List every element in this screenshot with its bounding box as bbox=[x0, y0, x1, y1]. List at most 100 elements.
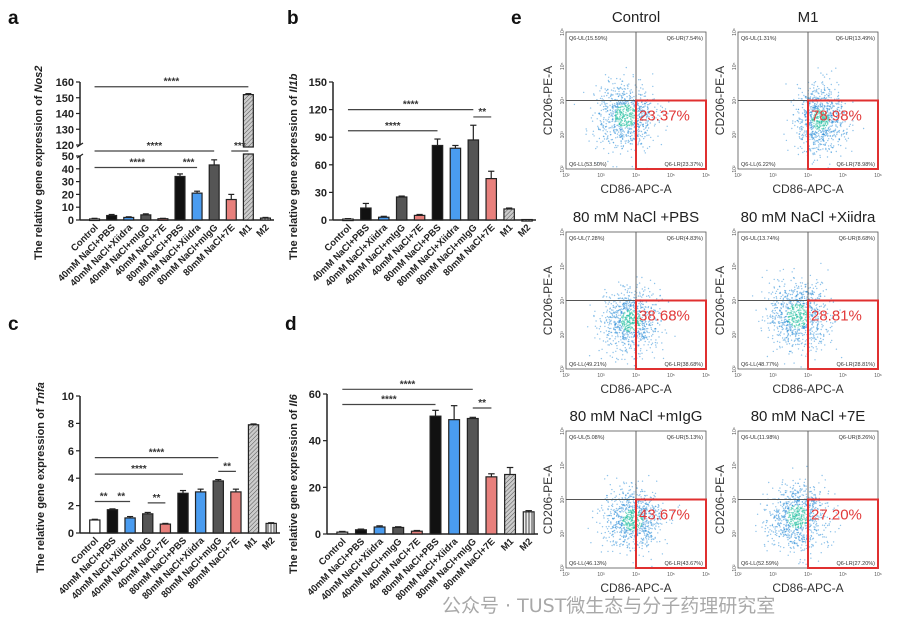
event-dot bbox=[780, 321, 782, 324]
event-dot bbox=[658, 336, 660, 338]
event-dot bbox=[633, 95, 635, 98]
bar bbox=[392, 526, 405, 535]
event-dot bbox=[640, 107, 642, 109]
event-dot bbox=[627, 329, 630, 331]
event-dot bbox=[622, 115, 624, 117]
event-dot bbox=[656, 298, 658, 300]
event-dot bbox=[788, 312, 791, 314]
event-dot bbox=[840, 116, 842, 118]
event-dot bbox=[618, 90, 620, 93]
event-dot bbox=[650, 328, 653, 331]
event-dot bbox=[801, 316, 803, 318]
event-dot bbox=[779, 347, 781, 349]
event-dot bbox=[822, 303, 825, 305]
event-dot bbox=[787, 308, 790, 310]
event-dot bbox=[832, 146, 834, 149]
event-dot bbox=[613, 294, 616, 297]
event-dot bbox=[802, 349, 804, 351]
event-dot bbox=[779, 309, 781, 312]
event-dot bbox=[608, 127, 610, 129]
event-dot bbox=[644, 95, 647, 97]
event-dot bbox=[619, 78, 621, 80]
event-dot bbox=[625, 111, 627, 114]
event-dot bbox=[606, 131, 608, 133]
event-dot bbox=[620, 106, 622, 109]
event-dot bbox=[636, 530, 639, 532]
event-dot bbox=[804, 542, 807, 544]
event-dot bbox=[627, 288, 629, 290]
event-dot bbox=[773, 341, 775, 344]
event-dot bbox=[789, 321, 791, 324]
event-dot bbox=[827, 269, 829, 271]
event-dot bbox=[791, 271, 793, 273]
event-dot bbox=[654, 496, 656, 498]
event-dot bbox=[622, 326, 624, 328]
event-dot bbox=[821, 326, 823, 328]
event-dot bbox=[628, 319, 631, 321]
event-dot bbox=[627, 538, 629, 540]
event-dot bbox=[777, 321, 780, 323]
event-dot bbox=[608, 324, 610, 326]
event-dot bbox=[624, 497, 626, 499]
event-dot bbox=[797, 325, 800, 327]
event-dot bbox=[606, 309, 609, 311]
event-dot bbox=[620, 543, 622, 545]
event-dot bbox=[637, 532, 639, 535]
event-dot bbox=[632, 513, 635, 515]
event-dot bbox=[616, 115, 618, 118]
category-label: M2 bbox=[516, 222, 533, 239]
y-axis-label-prefix: The relative gene expression of bbox=[33, 92, 45, 260]
event-dot bbox=[840, 144, 842, 147]
event-dot bbox=[628, 543, 630, 545]
event-dot bbox=[602, 140, 604, 142]
event-dot bbox=[657, 114, 659, 116]
event-dot bbox=[828, 94, 831, 96]
event-dot bbox=[830, 70, 833, 72]
event-dot bbox=[785, 292, 788, 295]
quadrant-label-ur: Q6-UR(4.83%) bbox=[667, 236, 704, 242]
event-dot bbox=[791, 310, 793, 312]
event-dot bbox=[629, 529, 631, 531]
event-dot bbox=[615, 495, 617, 497]
quadrant-label-lr: Q6-LR(43.67%) bbox=[664, 561, 703, 567]
event-dot bbox=[622, 110, 625, 113]
event-dot bbox=[639, 542, 641, 544]
event-dot bbox=[606, 120, 608, 122]
event-dot bbox=[780, 311, 783, 314]
event-dot bbox=[617, 106, 620, 109]
event-dot bbox=[594, 112, 596, 114]
event-dot bbox=[599, 325, 602, 328]
event-dot bbox=[614, 125, 616, 128]
significance-label: *** bbox=[234, 141, 246, 152]
event-dot bbox=[593, 93, 595, 95]
event-dot bbox=[622, 125, 624, 127]
event-dot bbox=[637, 531, 639, 533]
event-dot bbox=[622, 516, 625, 518]
event-dot bbox=[783, 302, 785, 304]
event-dot bbox=[628, 127, 630, 129]
event-dot bbox=[773, 312, 776, 315]
event-dot bbox=[640, 524, 643, 527]
event-dot bbox=[587, 326, 589, 328]
event-dot bbox=[817, 105, 819, 107]
event-dot bbox=[848, 125, 851, 128]
event-dot bbox=[631, 509, 634, 511]
event-dot bbox=[627, 108, 629, 110]
event-dot bbox=[641, 135, 643, 138]
event-dot bbox=[844, 138, 847, 140]
event-dot bbox=[623, 316, 625, 318]
event-dot bbox=[602, 108, 605, 111]
event-dot bbox=[623, 124, 626, 126]
event-dot bbox=[823, 87, 826, 89]
event-dot bbox=[659, 529, 661, 531]
event-dot bbox=[618, 294, 620, 296]
event-dot bbox=[781, 319, 783, 321]
event-dot bbox=[789, 315, 791, 318]
event-dot bbox=[638, 340, 640, 343]
event-dot bbox=[793, 321, 795, 323]
event-dot bbox=[829, 135, 831, 137]
event-dot bbox=[798, 133, 800, 135]
event-dot bbox=[586, 130, 588, 132]
event-dot bbox=[830, 83, 832, 86]
